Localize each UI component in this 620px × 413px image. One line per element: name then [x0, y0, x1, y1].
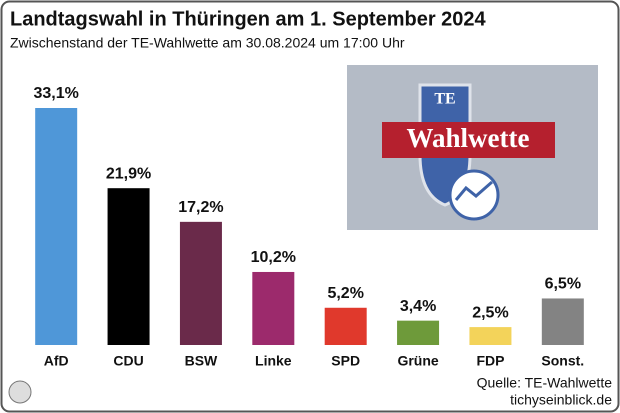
- bar: [541, 298, 584, 345]
- logo: [8, 380, 32, 404]
- value-label: 2,5%: [472, 304, 508, 321]
- bar: [179, 221, 222, 345]
- source: Quelle: TE-Wahlwette: [477, 375, 613, 391]
- bar: [397, 320, 440, 345]
- header-image: TE Wahlwette: [347, 65, 598, 230]
- x-tick-label: Grüne: [397, 353, 438, 369]
- bar: [107, 188, 150, 345]
- bar: [469, 327, 512, 345]
- x-tick-label: SPD: [331, 353, 360, 369]
- value-label: 17,2%: [178, 199, 223, 216]
- value-label: 10,2%: [251, 249, 296, 266]
- image-icon-line: [454, 180, 493, 201]
- value-label: 5,2%: [327, 285, 363, 302]
- image-label: Wahlwette: [407, 123, 530, 153]
- bar: [252, 271, 295, 345]
- value-label: 33,1%: [34, 85, 79, 102]
- site: tichyseinblick.de: [510, 392, 612, 408]
- image-mark: TE: [434, 91, 455, 108]
- value-label: 6,5%: [545, 276, 581, 293]
- chart-subtitle: Zwischenstand der TE-Wahlwette am 30.08.…: [10, 35, 405, 51]
- x-tick-label: Linke: [255, 353, 292, 369]
- chart-title: Landtagswahl in Thüringen am 1. Septembe…: [10, 8, 487, 30]
- x-tick-label: CDU: [113, 353, 143, 369]
- value-label: 21,9%: [106, 165, 151, 182]
- x-tick-label: FDP: [476, 353, 504, 369]
- x-tick-label: Sonst.: [541, 353, 584, 369]
- x-tick-label: BSW: [185, 353, 218, 369]
- value-label: 3,4%: [400, 298, 436, 315]
- image-banner: [382, 122, 555, 158]
- x-tick-label: AfD: [44, 353, 69, 369]
- bar: [324, 307, 367, 345]
- bar: [35, 108, 78, 345]
